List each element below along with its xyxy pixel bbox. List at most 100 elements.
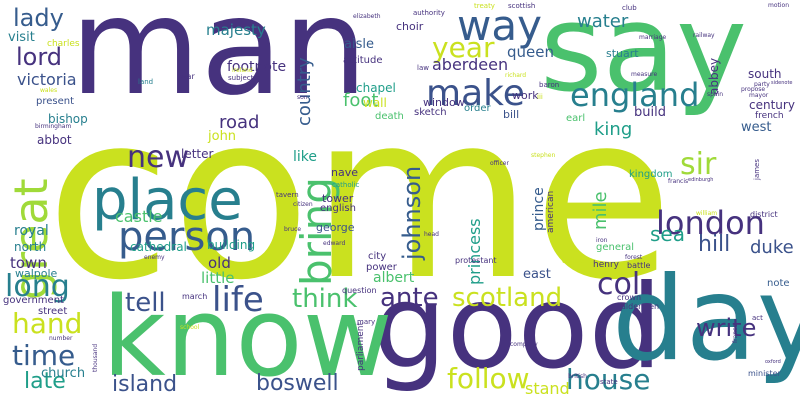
word-mary: mary xyxy=(357,318,376,326)
word-richard: richard xyxy=(505,72,527,79)
word-british: british xyxy=(568,373,587,380)
word-royal: royal xyxy=(14,223,49,239)
word-citizen: citizen xyxy=(293,201,313,208)
word-duke: duke xyxy=(750,237,794,258)
word-stephen: stephen xyxy=(531,152,556,159)
word-country: country xyxy=(294,57,315,126)
word-letter: letter xyxy=(181,147,214,161)
word-edinburgh: edinburgh xyxy=(688,177,714,183)
word-authority: authority xyxy=(413,9,445,17)
word-attitude: attitude xyxy=(343,55,383,66)
word-elizabeth: elizabeth xyxy=(353,13,381,20)
word-scottish: scottish xyxy=(508,2,536,10)
word-way: way xyxy=(457,1,542,50)
word-good: good xyxy=(373,260,663,395)
word-life: life xyxy=(212,280,264,320)
word-aberdeen: aberdeen xyxy=(432,55,509,74)
word-lady: lady xyxy=(13,4,64,32)
word-johnson: johnson xyxy=(398,165,426,260)
word-subject: subject xyxy=(228,74,254,82)
word-build: build xyxy=(634,105,666,120)
word-catholic: catholic xyxy=(332,181,360,189)
word-prince: prince xyxy=(531,187,547,231)
word-make: make xyxy=(426,73,525,114)
word-king: king xyxy=(594,119,633,140)
word-iii: iii xyxy=(537,93,543,101)
word-church: church xyxy=(41,366,86,381)
word-choir: choir xyxy=(396,20,424,33)
word-scotland: scotland xyxy=(452,283,563,313)
word-cathedral: cathedral xyxy=(130,240,187,254)
word-england: england xyxy=(570,76,700,114)
word-tell: tell xyxy=(125,288,166,318)
word-note: note xyxy=(767,278,790,289)
word-abbot: abbot xyxy=(37,133,72,147)
word-year: year xyxy=(432,31,495,64)
word-son: son xyxy=(297,94,308,101)
word-railway: railway xyxy=(693,32,715,39)
word-boswell: boswell xyxy=(256,371,339,396)
word-abbey: abbey xyxy=(707,57,721,95)
word-club: club xyxy=(622,4,637,12)
word-propose: propose xyxy=(741,86,766,93)
word-march: march xyxy=(182,292,208,301)
word-footnote: footnote xyxy=(227,59,287,75)
word-south: south xyxy=(748,67,782,81)
word-window: window xyxy=(423,96,465,109)
word-chapel: chapel xyxy=(356,81,396,95)
word-treaty: treaty xyxy=(474,2,495,10)
word-ireland: ireland xyxy=(232,67,253,74)
word-parliament: parliament xyxy=(356,322,366,371)
word-war: war xyxy=(180,72,195,81)
word-hill: hill xyxy=(698,232,731,257)
word-time: time xyxy=(12,339,76,372)
word-century: century xyxy=(749,98,795,112)
word-officer: officer xyxy=(490,160,509,167)
word-iron: iron xyxy=(596,237,608,244)
word-law: law xyxy=(417,64,429,72)
word-ante: ante xyxy=(380,283,439,313)
word-island: island xyxy=(112,372,178,397)
word-land: land xyxy=(138,78,154,86)
word-question: question xyxy=(342,286,377,295)
word-death: death xyxy=(375,111,404,122)
word-wall: wall xyxy=(363,96,387,110)
word-east: east xyxy=(523,267,551,282)
word-water: water xyxy=(577,11,629,32)
word-number: number xyxy=(49,335,73,342)
word-come: come xyxy=(46,64,674,330)
word-late: late xyxy=(24,369,66,394)
word-walpole: walpole xyxy=(15,267,58,280)
word-district: district xyxy=(750,210,778,219)
word-victoria: victoria xyxy=(17,70,77,89)
word-edward: edward xyxy=(323,240,346,247)
word-forest: forest xyxy=(625,254,643,261)
word-think: think xyxy=(292,284,358,314)
word-james: james xyxy=(753,158,761,180)
word-coffee: coffee xyxy=(562,257,584,265)
word-hand: hand xyxy=(12,307,83,340)
word-general: general xyxy=(596,242,635,253)
word-minister: minister xyxy=(748,369,781,378)
word-city: city xyxy=(368,251,387,262)
word-building: building xyxy=(207,238,256,252)
word-power: power xyxy=(366,262,397,273)
word-english: english xyxy=(320,203,356,214)
word-school: school xyxy=(180,324,200,331)
word-bruce: bruce xyxy=(284,226,302,233)
word-motion: motion xyxy=(768,2,790,9)
word-government: government xyxy=(3,295,64,306)
word-stand: stand xyxy=(525,379,570,398)
word-west: west xyxy=(741,120,772,135)
word-france: france xyxy=(732,323,739,343)
word-sidenote: sidenote xyxy=(771,80,793,86)
word-sketch: sketch xyxy=(414,107,447,118)
word-order: order xyxy=(464,103,491,114)
word-man: man xyxy=(70,0,368,125)
word-sir: sir xyxy=(680,147,717,182)
word-col: col xyxy=(597,267,641,302)
word-mayor: mayor xyxy=(749,92,769,99)
word-george: george xyxy=(316,221,355,234)
word-william: william xyxy=(696,210,718,217)
